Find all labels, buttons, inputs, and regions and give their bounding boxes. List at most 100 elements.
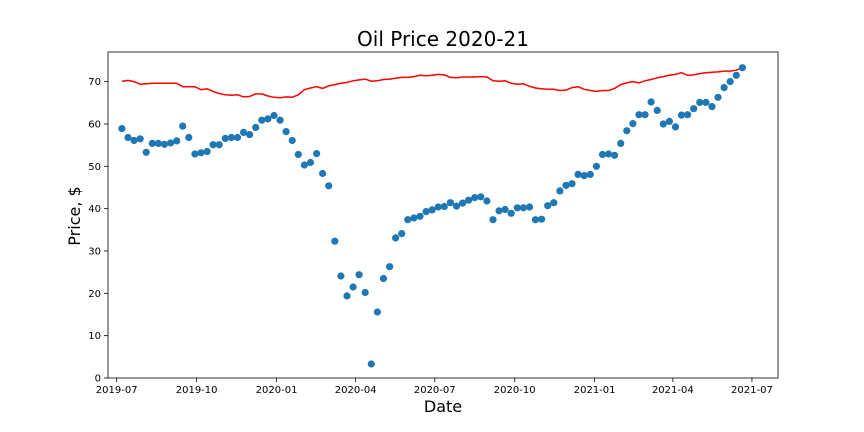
price-point <box>294 150 302 159</box>
price-point <box>507 209 515 217</box>
x-tick-label: 2021-07 <box>731 385 773 396</box>
y-tick-label: 0 <box>95 374 101 385</box>
price-point <box>264 115 272 123</box>
price-point <box>720 84 728 92</box>
price-point <box>355 271 363 279</box>
price-point <box>604 150 613 158</box>
price-point <box>221 134 229 142</box>
price-point <box>726 78 734 86</box>
price-point <box>483 197 491 205</box>
x-axis: 2019-07 2019-10 2020-01 2020-04 2020-07 2020-… <box>96 378 773 396</box>
price-point <box>160 140 169 148</box>
price-point <box>270 111 278 120</box>
price-point <box>531 216 540 224</box>
y-tick-label: 20 <box>88 289 101 300</box>
price-scatter-series <box>118 64 747 368</box>
x-tick-label: 2021-04 <box>652 385 694 396</box>
x-axis-title: Date <box>424 397 462 416</box>
price-point <box>331 237 339 245</box>
price-point <box>258 116 266 124</box>
price-point <box>386 263 394 271</box>
price-point <box>544 202 552 210</box>
price-point <box>173 137 181 145</box>
price-point <box>738 64 747 72</box>
price-point <box>142 148 150 156</box>
price-point <box>167 139 175 147</box>
y-axis: 0 10 20 30 40 50 60 70 <box>88 77 108 385</box>
price-point <box>684 111 692 119</box>
red-line <box>121 67 743 99</box>
plot-area: 2019-07 2019-10 2020-01 2020-04 2020-07 2020-… <box>88 51 779 396</box>
price-point <box>240 128 248 136</box>
x-tick-label: 2020-01 <box>256 385 298 396</box>
price-point <box>714 93 722 101</box>
price-point <box>580 172 588 180</box>
price-point <box>154 139 162 147</box>
chart-title: Oil Price 2020-21 <box>357 27 529 51</box>
price-point <box>574 170 582 178</box>
price-point <box>306 158 315 167</box>
price-point <box>118 125 126 133</box>
price-point <box>434 203 442 211</box>
price-point <box>550 199 558 207</box>
price-point <box>586 170 594 178</box>
price-point <box>708 103 716 111</box>
x-tick-label: 2020-10 <box>494 385 536 396</box>
price-point <box>392 234 400 242</box>
price-point <box>325 182 333 190</box>
price-point <box>538 215 546 223</box>
x-tick-label: 2019-10 <box>176 385 218 396</box>
price-point <box>215 141 223 149</box>
price-point <box>465 196 473 204</box>
price-point <box>702 98 710 106</box>
price-point <box>495 207 503 215</box>
y-tick-label: 50 <box>88 162 101 173</box>
price-point <box>732 71 740 79</box>
x-tick-label: 2021-01 <box>574 385 616 396</box>
price-point <box>300 161 308 169</box>
price-point <box>197 149 205 157</box>
price-point <box>677 111 686 119</box>
price-point <box>422 208 430 216</box>
y-tick-label: 30 <box>88 246 101 257</box>
price-point <box>404 216 412 224</box>
price-point <box>349 283 357 291</box>
price-point <box>477 193 485 201</box>
price-point <box>690 105 698 113</box>
price-point <box>367 360 375 368</box>
price-point <box>276 116 284 124</box>
price-point <box>179 122 187 130</box>
price-point <box>617 139 625 147</box>
price-point <box>282 128 290 136</box>
price-point <box>635 111 643 119</box>
price-point <box>641 111 649 119</box>
y-tick-label: 70 <box>88 77 101 88</box>
price-point <box>471 194 479 202</box>
x-tick-label: 2020-07 <box>414 385 456 396</box>
price-point <box>185 133 193 142</box>
price-point <box>665 117 674 125</box>
price-point <box>252 123 260 131</box>
price-point <box>598 150 607 159</box>
price-point <box>233 133 242 142</box>
price-point <box>623 127 631 135</box>
price-point <box>568 180 576 188</box>
price-point <box>398 230 406 238</box>
price-point <box>428 206 436 214</box>
price-point <box>562 181 570 189</box>
plot-frame <box>107 51 779 379</box>
price-point <box>446 199 454 207</box>
price-point <box>227 133 235 142</box>
price-point <box>452 202 461 210</box>
price-point <box>191 150 199 158</box>
price-point <box>379 274 388 283</box>
y-tick-label: 10 <box>88 331 101 342</box>
price-point <box>410 214 418 222</box>
price-point <box>343 292 351 300</box>
x-tick-label: 2020-04 <box>335 385 377 396</box>
price-point <box>653 106 661 114</box>
price-point <box>459 199 467 207</box>
price-point <box>416 212 424 220</box>
price-point <box>209 141 217 149</box>
price-point <box>337 272 345 280</box>
